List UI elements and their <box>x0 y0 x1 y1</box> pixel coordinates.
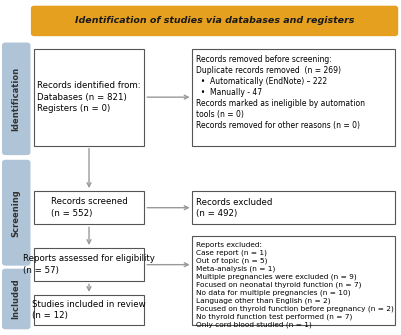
Text: Included: Included <box>12 279 21 319</box>
Text: Identification: Identification <box>12 67 21 131</box>
FancyBboxPatch shape <box>34 248 144 281</box>
FancyBboxPatch shape <box>2 269 30 329</box>
FancyBboxPatch shape <box>192 49 395 146</box>
FancyBboxPatch shape <box>31 6 398 36</box>
FancyBboxPatch shape <box>192 191 395 224</box>
Text: Identification of studies via databases and registers: Identification of studies via databases … <box>75 16 354 25</box>
FancyBboxPatch shape <box>34 49 144 146</box>
Text: Records removed before screening:
Duplicate records removed  (n = 269)
  •  Auto: Records removed before screening: Duplic… <box>196 55 365 130</box>
Text: Records screened
(n = 552): Records screened (n = 552) <box>51 197 128 218</box>
FancyBboxPatch shape <box>192 236 395 325</box>
FancyBboxPatch shape <box>34 295 144 325</box>
FancyBboxPatch shape <box>34 191 144 224</box>
Text: Screening: Screening <box>12 189 21 237</box>
Text: Records identified from:
Databases (n = 821)
Registers (n = 0): Records identified from: Databases (n = … <box>37 81 141 113</box>
FancyBboxPatch shape <box>2 160 30 266</box>
Text: Studies included in review
(n = 12): Studies included in review (n = 12) <box>32 299 146 320</box>
FancyBboxPatch shape <box>2 43 30 155</box>
Text: Reports assessed for eligibility
(n = 57): Reports assessed for eligibility (n = 57… <box>23 254 155 275</box>
Text: Records excluded
(n = 492): Records excluded (n = 492) <box>196 198 273 218</box>
Text: Reports excluded:
Case report (n = 1)
Out of topic (n = 5)
Meta-analysis (n = 1): Reports excluded: Case report (n = 1) Ou… <box>196 242 394 328</box>
